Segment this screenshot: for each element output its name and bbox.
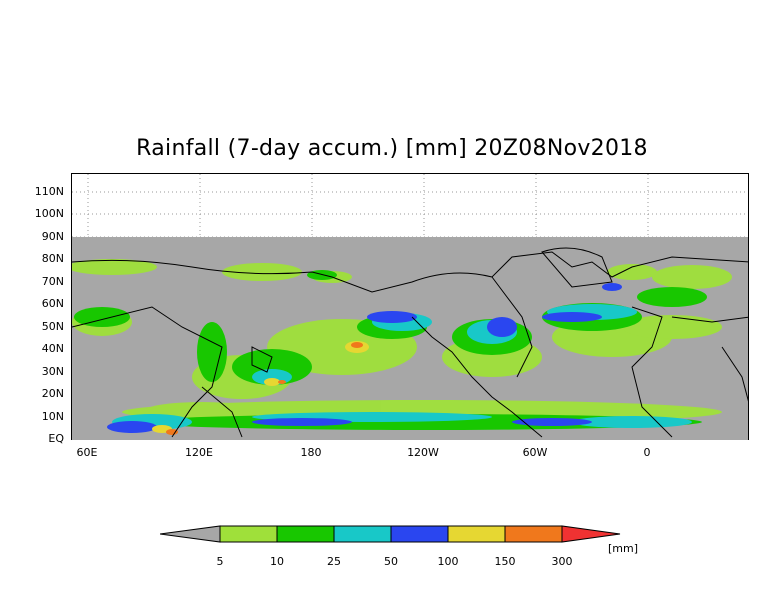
lat-label-90n: 90N xyxy=(41,230,64,243)
lat-label-50n: 50N xyxy=(41,320,64,333)
colorbar-segment-lt5 xyxy=(160,525,221,543)
colorbar-segment-150-300 xyxy=(504,525,563,543)
map-plot-area xyxy=(71,173,749,440)
colorbar-tick-150: 150 xyxy=(494,555,516,568)
colorbar-segment-5-10 xyxy=(219,525,278,543)
colorbar-segment-gt300 xyxy=(561,525,621,543)
colorbar-tick-300: 300 xyxy=(551,555,573,568)
colorbar-tick-50: 50 xyxy=(384,555,398,568)
lat-label-20n: 20N xyxy=(41,387,64,400)
lat-label-40n: 40N xyxy=(41,342,64,355)
lat-label-100n: 100N xyxy=(34,207,64,220)
colorbar-tick-5: 5 xyxy=(216,555,224,568)
lon-label-60w: 60W xyxy=(522,446,548,459)
lat-label-80n: 80N xyxy=(41,252,64,265)
colorbar xyxy=(160,525,621,543)
lon-label-120e: 120E xyxy=(185,446,213,459)
lon-label-120w: 120W xyxy=(407,446,439,459)
map-data-region xyxy=(72,237,748,440)
colorbar-unit: [mm] xyxy=(607,542,638,555)
lat-label-10n: 10N xyxy=(41,410,64,423)
colorbar-segment-50-100 xyxy=(390,525,449,543)
colorbar-tick-25: 25 xyxy=(327,555,341,568)
map-title: Rainfall (7-day accum.) [mm] 20Z08Nov201… xyxy=(136,136,648,161)
colorbar-tick-100: 100 xyxy=(437,555,459,568)
lat-label-30n: 30N xyxy=(41,365,64,378)
rainfall-5-10-layer xyxy=(72,259,732,424)
coastlines xyxy=(72,247,748,438)
lat-label-110n: 110N xyxy=(34,185,64,198)
colorbar-segment-25-50 xyxy=(333,525,392,543)
colorbar-tick-10: 10 xyxy=(270,555,284,568)
lat-label-70n: 70N xyxy=(41,275,64,288)
lat-label-60n: 60N xyxy=(41,297,64,310)
lon-label-180: 180 xyxy=(300,446,322,459)
rainfall-50-100-layer xyxy=(107,283,622,433)
lon-label-60e: 60E xyxy=(76,446,98,459)
rainfall-field xyxy=(72,247,748,438)
rainfall-150-300-layer xyxy=(166,342,363,435)
colorbar-segment-10-25 xyxy=(276,525,335,543)
lat-label-eq: EQ xyxy=(48,432,64,445)
lon-label-0: 0 xyxy=(643,446,651,459)
colorbar-segment-100-150 xyxy=(447,525,506,543)
